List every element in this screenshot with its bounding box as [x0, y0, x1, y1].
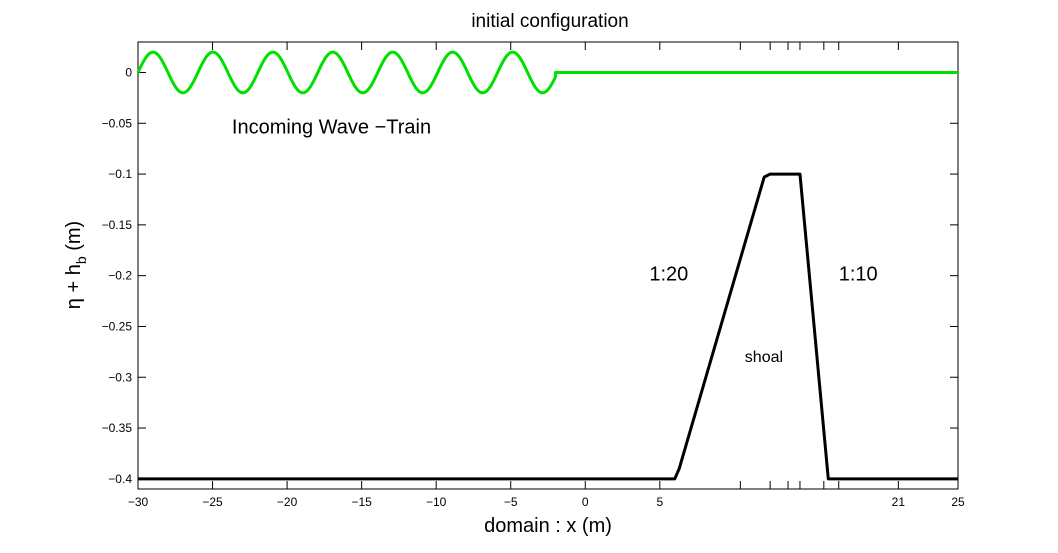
y-tick-label: −0.05	[102, 116, 133, 130]
y-axis-label-eta: η	[63, 298, 85, 309]
x-axis: −30 −25 −20 −15 −10 −5 0 5 21 25	[128, 42, 965, 509]
y-tick-label: 0	[125, 65, 132, 79]
x-tick-label: 25	[951, 495, 965, 509]
y-tick-label: −0.1	[108, 167, 132, 181]
series-wave-line	[136, 50, 958, 95]
x-tick-label: −15	[351, 495, 372, 509]
y-axis-label-sub-b: b	[73, 256, 89, 264]
x-tick-label: −5	[504, 495, 518, 509]
x-tick-label: 0	[582, 495, 589, 509]
y-tick-label: −0.2	[108, 269, 132, 283]
y-axis-label-unit: (m)	[63, 221, 85, 257]
series-group	[136, 50, 958, 481]
y-axis-label: η + hb (m)	[63, 221, 89, 309]
annotation-label: 1:10	[839, 264, 878, 286]
y-tick-label: −0.3	[108, 370, 132, 384]
series-bathymetry-line	[138, 172, 958, 481]
x-axis-label: domain : x (m)	[484, 515, 612, 537]
x-tick-label: −25	[202, 495, 223, 509]
plot-area	[137, 41, 959, 490]
y-tick-label: −0.15	[102, 218, 133, 232]
y-tick-label: −0.35	[102, 421, 133, 435]
x-tick-label: 5	[656, 495, 663, 509]
annotation-label: Incoming Wave −Train	[232, 116, 431, 138]
x-tick-label: −20	[277, 495, 298, 509]
annotation-label: shoal	[745, 349, 783, 366]
x-tick-label: −10	[426, 495, 447, 509]
y-axis-label-plus-h: + h	[63, 264, 85, 298]
x-tick-label: 21	[892, 495, 906, 509]
y-tick-label: −0.4	[108, 472, 132, 486]
annotations: Incoming Wave −Train 1:20 1:10 shoal	[232, 116, 878, 366]
annotation-label: 1:20	[649, 264, 688, 286]
x-tick-label: −30	[128, 495, 149, 509]
chart-title: initial configuration	[471, 11, 628, 32]
y-tick-label: −0.25	[102, 319, 133, 333]
